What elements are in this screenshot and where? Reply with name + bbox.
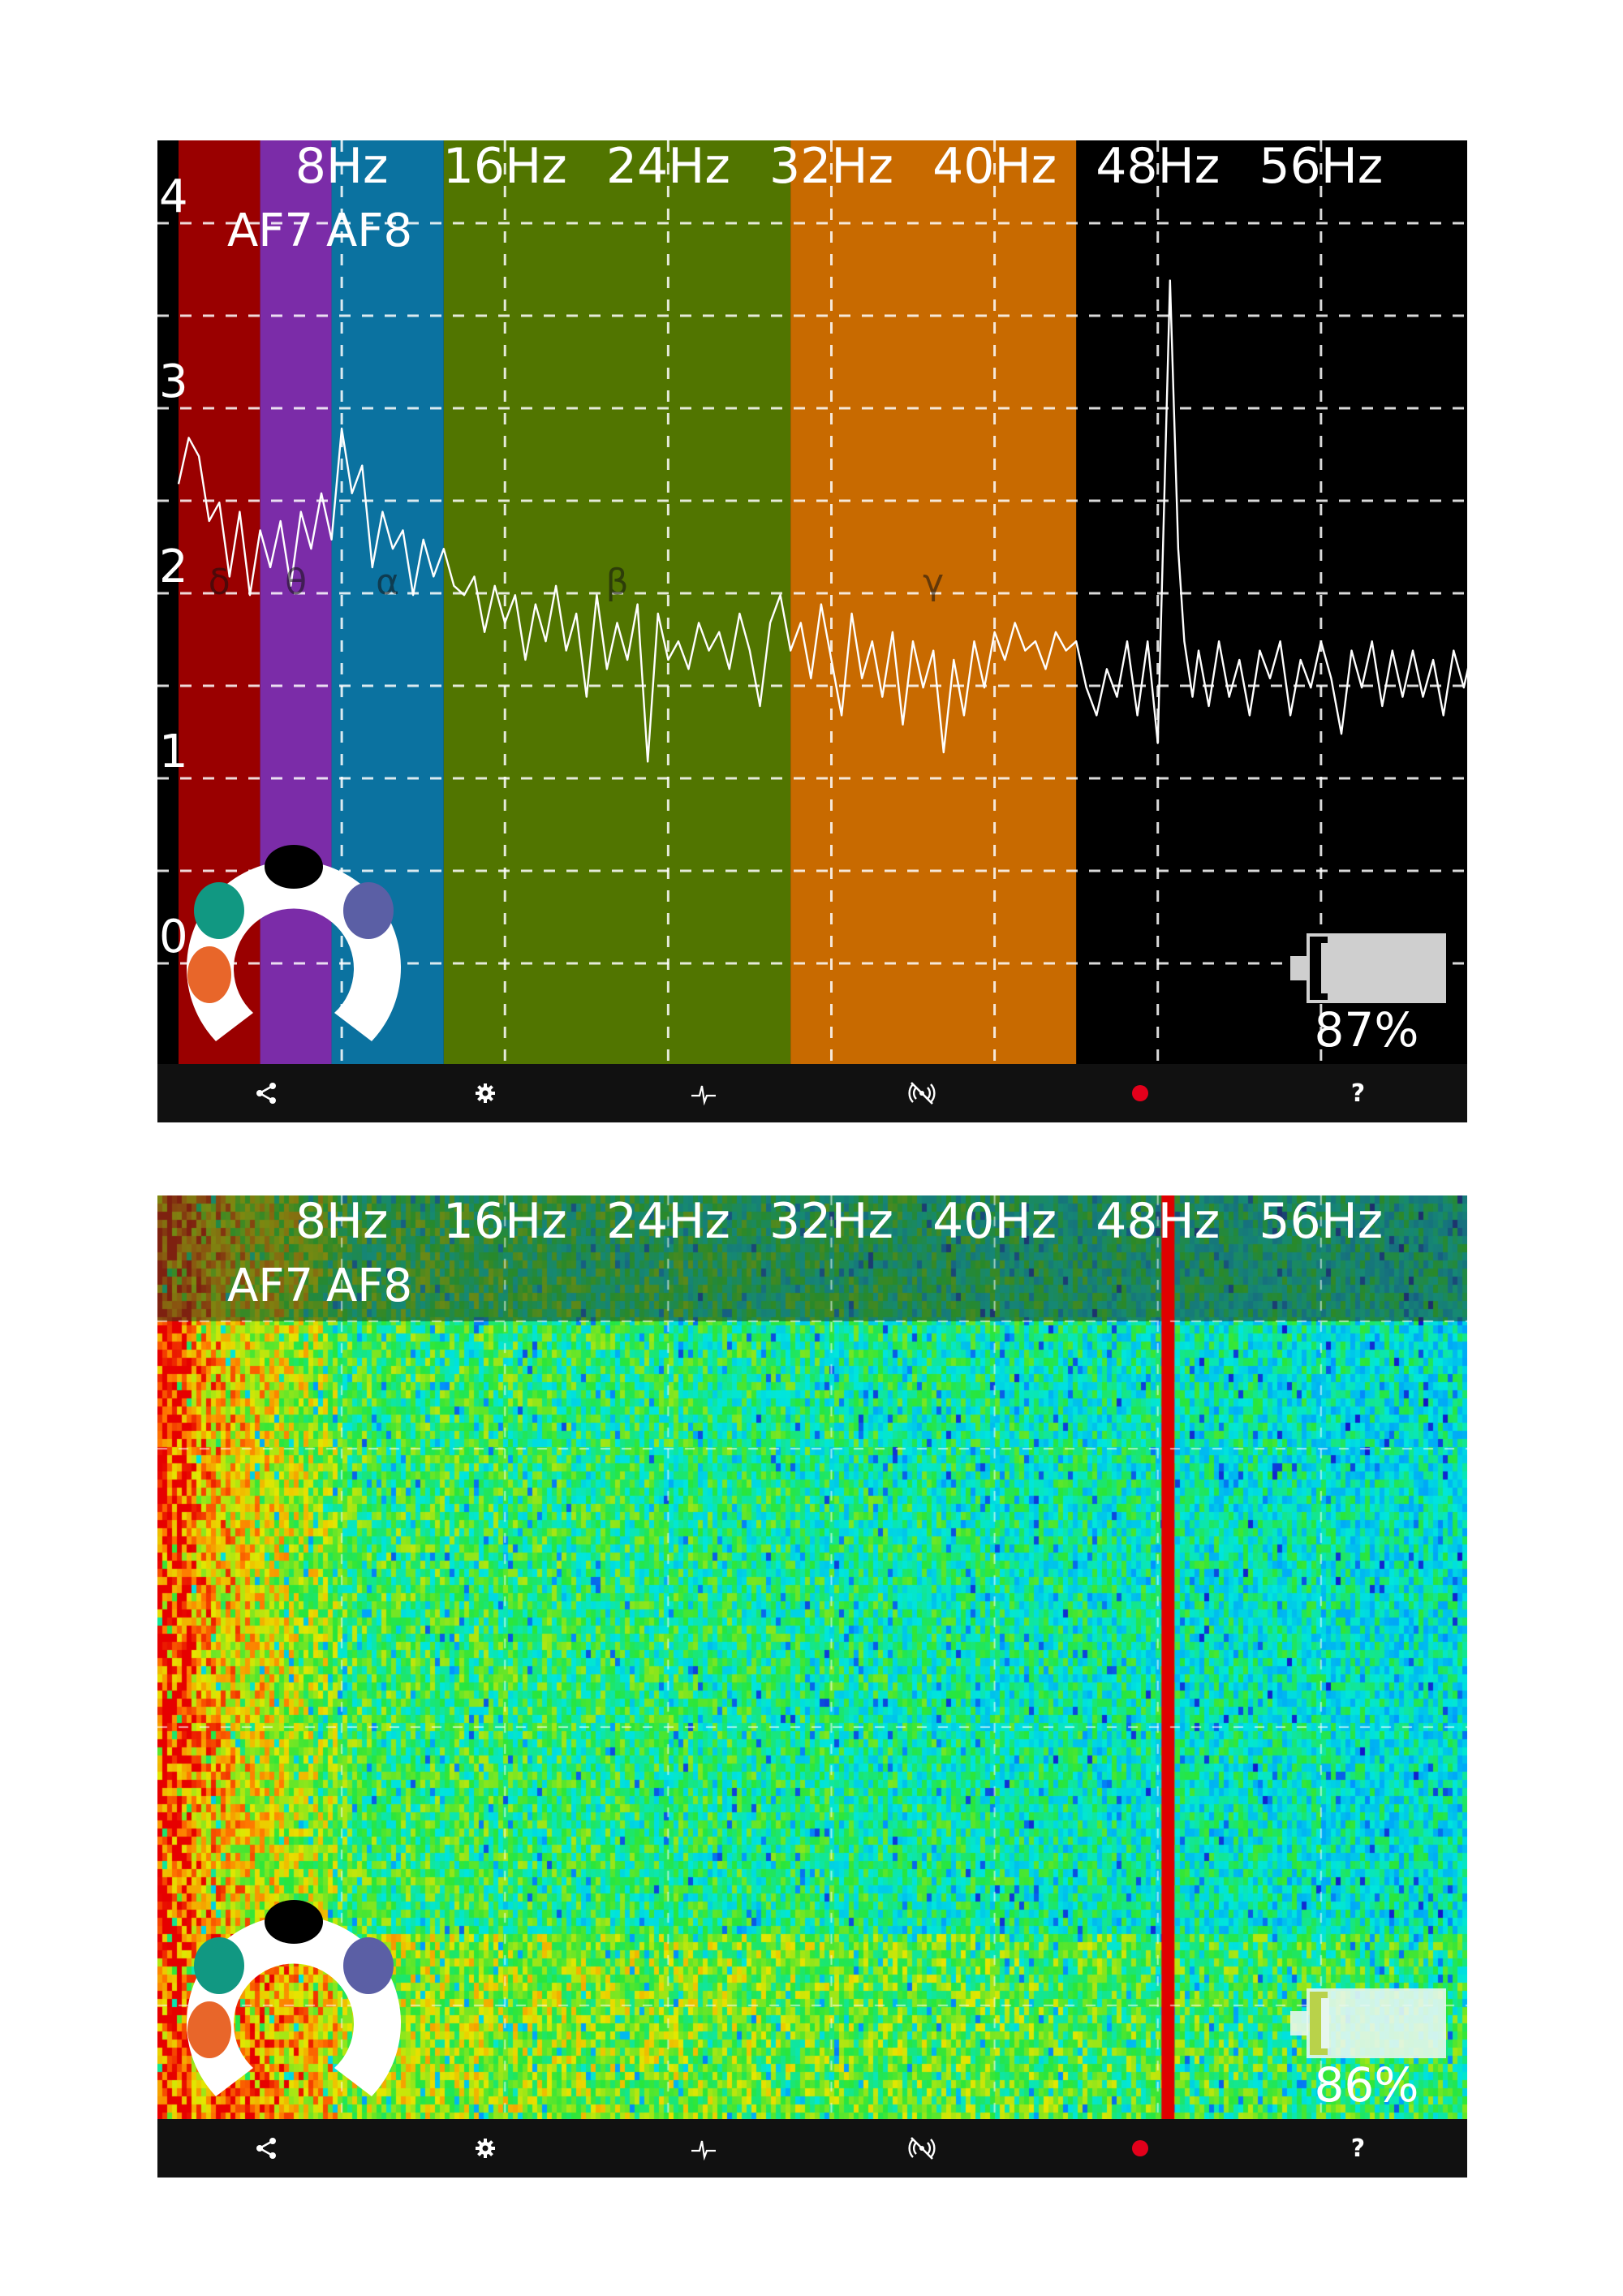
help-icon: ?	[1350, 2134, 1366, 2163]
battery-icon	[1290, 933, 1446, 1003]
no-signal-icon	[907, 2137, 936, 2160]
spectrum-trace	[177, 279, 1467, 763]
share-icon	[256, 2138, 276, 2159]
band-gamma	[790, 140, 1077, 1064]
hz-label-40: 40Hz	[932, 140, 1057, 195]
hz-label-16: 16Hz	[442, 140, 567, 195]
gear-icon	[475, 1083, 495, 1103]
bottom-toolbar: ?	[157, 2119, 1467, 2178]
band-label-alpha: α	[376, 561, 400, 603]
no-signal-button[interactable]	[812, 2119, 1031, 2178]
settings-button[interactable]	[376, 2119, 594, 2178]
no-signal-button[interactable]	[812, 1064, 1031, 1122]
electrode-label-af8: AF8	[326, 1260, 413, 1312]
signal-view-button[interactable]	[594, 2119, 812, 2178]
y-label-4: 4	[159, 170, 188, 223]
y-label-0: 0	[159, 911, 188, 963]
sensor-left-ear-dot	[187, 946, 231, 1003]
band-label-delta: δ	[208, 561, 230, 603]
settings-button[interactable]	[376, 1064, 594, 1122]
electrode-label-af8: AF8	[326, 205, 413, 257]
record-icon	[1131, 2140, 1148, 2156]
hz-label-40: 40Hz	[932, 1195, 1057, 1250]
electrode-label-af7: AF7	[227, 205, 314, 257]
signal-view-button[interactable]	[594, 1064, 812, 1122]
y-label-3: 3	[159, 355, 188, 408]
spectrum-plot: 8Hz 16Hz 24Hz 32Hz 40Hz 48Hz 56Hz AF7 AF…	[157, 140, 1467, 1064]
y-label-2: 2	[159, 541, 188, 593]
hz-label-48: 48Hz	[1096, 140, 1220, 195]
sensor-left-forehead-dot	[194, 882, 244, 939]
help-icon: ?	[1350, 1079, 1366, 1108]
band-label-beta: β	[605, 561, 629, 603]
bottom-toolbar: ?	[157, 1064, 1467, 1122]
heartbeat-icon	[691, 2140, 716, 2160]
help-button[interactable]: ?	[1249, 2119, 1467, 2178]
spectrum-chart	[157, 140, 1467, 1064]
sensor-left-ear-dot	[187, 2001, 231, 2058]
headset-sensor-icon[interactable]	[180, 842, 407, 1053]
hz-label-24: 24Hz	[605, 1195, 730, 1250]
spectrogram-panel: 8Hz 16Hz 24Hz 32Hz 40Hz 48Hz 56Hz AF7 AF…	[157, 1195, 1467, 2178]
record-button[interactable]	[1031, 1064, 1249, 1122]
battery-indicator: 86%	[1285, 1987, 1448, 2109]
battery-percent: 86%	[1314, 2057, 1419, 2113]
band-label-theta: θ	[285, 561, 308, 603]
no-signal-icon	[907, 1082, 936, 1105]
battery-indicator: 87%	[1285, 932, 1448, 1053]
hz-label-32: 32Hz	[768, 1195, 893, 1250]
band-label-gamma: γ	[923, 561, 945, 603]
share-button[interactable]	[157, 1064, 376, 1122]
heartbeat-icon	[691, 1085, 716, 1105]
hz-label-48: 48Hz	[1096, 1195, 1220, 1250]
spectrogram-plot: 8Hz 16Hz 24Hz 32Hz 40Hz 48Hz 56Hz AF7 AF…	[157, 1195, 1467, 2119]
hz-label-32: 32Hz	[768, 140, 893, 195]
share-icon	[256, 1083, 276, 1104]
share-button[interactable]	[157, 2119, 376, 2178]
band-beta	[443, 140, 791, 1064]
spectrum-panel: 8Hz 16Hz 24Hz 32Hz 40Hz 48Hz 56Hz AF7 AF…	[157, 140, 1467, 1122]
sensor-center-dot	[265, 1900, 323, 1944]
hz-label-8: 8Hz	[295, 140, 389, 195]
hz-label-56: 56Hz	[1259, 140, 1384, 195]
help-button[interactable]: ?	[1249, 1064, 1467, 1122]
sensor-right-forehead-dot	[343, 1937, 394, 1994]
battery-percent: 87%	[1314, 1002, 1419, 1058]
gear-icon	[475, 2139, 495, 2158]
electrode-label-af7: AF7	[227, 1260, 314, 1312]
hz-label-24: 24Hz	[605, 140, 730, 195]
sensor-left-forehead-dot	[194, 1937, 244, 1994]
battery-icon	[1290, 1988, 1446, 2058]
hz-label-16: 16Hz	[442, 1195, 567, 1250]
hz-label-8: 8Hz	[295, 1195, 389, 1250]
y-label-1: 1	[159, 726, 188, 778]
sensor-center-dot	[265, 845, 323, 889]
record-button[interactable]	[1031, 2119, 1249, 2178]
hz-label-56: 56Hz	[1259, 1195, 1384, 1250]
headset-sensor-icon[interactable]	[180, 1898, 407, 2109]
record-icon	[1131, 1085, 1148, 1101]
sensor-right-forehead-dot	[343, 882, 394, 939]
